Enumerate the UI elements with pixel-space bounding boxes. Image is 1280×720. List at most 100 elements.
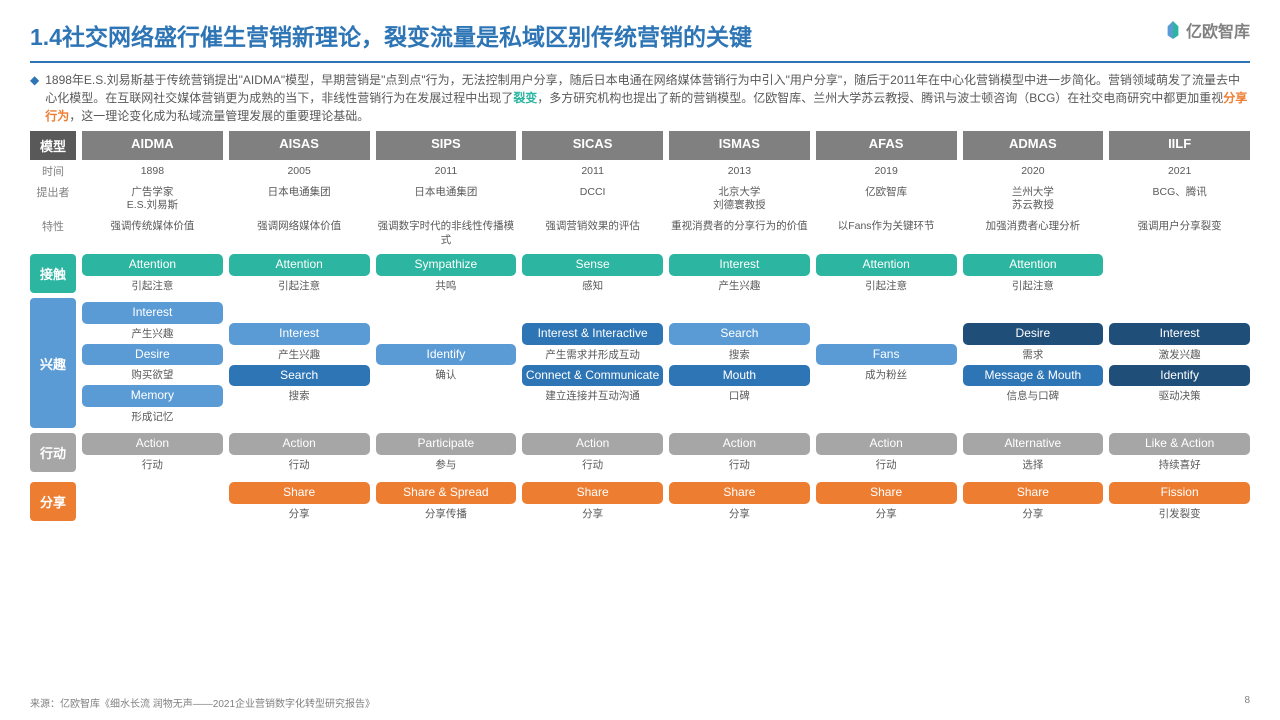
pill: Identify <box>376 344 517 366</box>
pill: Desire <box>963 323 1104 345</box>
stage-action: 行动 <box>30 433 76 472</box>
pill-cell: Participate参与 <box>376 433 517 472</box>
pill: Desire <box>82 344 223 366</box>
meta-cell: 2019 <box>816 163 957 181</box>
pill-sub: 行动 <box>289 457 310 472</box>
stage-contact: 接触 <box>30 254 76 293</box>
model-header: AFAS <box>816 131 957 160</box>
meta-label: 提出者 <box>30 184 76 215</box>
pill-sub: 行动 <box>876 457 897 472</box>
pill: Action <box>669 433 810 455</box>
pill-cell: Search搜索 <box>669 323 810 362</box>
meta-label: 特性 <box>30 218 76 249</box>
pill-cell: Memory形成记忆 <box>82 385 223 424</box>
meta-cell: 强调营销效果的评估 <box>522 218 663 249</box>
pill-sub: 产生兴趣 <box>278 347 320 362</box>
interest-column: Search搜索Mouth口碑 <box>669 323 810 404</box>
pill-cell: Fission引发裂变 <box>1109 482 1250 521</box>
meta-cell: 加强消费者心理分析 <box>963 218 1104 249</box>
pill-sub: 分享传播 <box>425 506 467 521</box>
pill: Share <box>816 482 957 504</box>
pill-sub: 产生需求并形成互动 <box>545 347 640 362</box>
meta-cell: 兰州大学 苏云教授 <box>963 184 1104 215</box>
pill-sub: 口碑 <box>729 388 750 403</box>
pill-cell: Desire购买欲望 <box>82 344 223 383</box>
pill-cell: Action 行动 <box>82 433 223 472</box>
pill-sub: 激发兴趣 <box>1159 347 1201 362</box>
pill-cell: Interest & Interactive产生需求并形成互动 <box>522 323 663 362</box>
pill-cell: Interest产生兴趣 <box>669 254 810 293</box>
meta-cell: 2005 <box>229 163 370 181</box>
pill: Like & Action <box>1109 433 1250 455</box>
pill: Fans <box>816 344 957 366</box>
pill-cell <box>82 482 223 521</box>
pill-sub: 分享 <box>729 506 750 521</box>
pill-sub: 信息与口碑 <box>1007 388 1060 403</box>
model-header: ADMAS <box>963 131 1104 160</box>
pill-cell: Desire需求 <box>963 323 1104 362</box>
pill: Search <box>669 323 810 345</box>
pill: Share & Spread <box>376 482 517 504</box>
pill-sub: 分享 <box>876 506 897 521</box>
pill-cell: Alternative选择 <box>963 433 1104 472</box>
pill-cell: Fans成为粉丝 <box>816 344 957 383</box>
meta-cell: 2011 <box>376 163 517 181</box>
meta-cell: 日本电通集团 <box>229 184 370 215</box>
interest-column: Interest & Interactive产生需求并形成互动Connect &… <box>522 323 663 404</box>
stage-share: 分享 <box>30 482 76 521</box>
pill-cell: Identify确认 <box>376 344 517 383</box>
pill-sub: 引起注意 <box>131 278 173 293</box>
pill-sub: 行动 <box>142 457 163 472</box>
model-header: SICAS <box>522 131 663 160</box>
pill: Action <box>522 433 663 455</box>
meta-cell: 强调用户分享裂变 <box>1109 218 1250 249</box>
pill: Interest <box>82 302 223 324</box>
meta-cell: 重视消费者的分享行为的价值 <box>669 218 810 249</box>
interest-column: Fans成为粉丝 <box>816 344 957 383</box>
pill-sub: 参与 <box>435 457 456 472</box>
model-header: AISAS <box>229 131 370 160</box>
pill: Attention <box>82 254 223 276</box>
model-header: AIDMA <box>82 131 223 160</box>
meta-cell: 北京大学 刘德寰教授 <box>669 184 810 215</box>
pill-cell: Sense感知 <box>522 254 663 293</box>
pill: Action <box>229 433 370 455</box>
pill-sub: 搜索 <box>289 388 310 403</box>
pill-cell: Mouth口碑 <box>669 365 810 404</box>
meta-cell: 广告学家 E.S.刘易斯 <box>82 184 223 215</box>
pill-sub: 分享 <box>582 506 603 521</box>
pill-sub: 产生兴趣 <box>718 278 760 293</box>
pill: Attention <box>229 254 370 276</box>
pill-sub: 成为粉丝 <box>865 367 907 382</box>
pill-cell: Share & Spread 分享传播 <box>376 482 517 521</box>
pill-cell: Search搜索 <box>229 365 370 404</box>
pill-sub: 感知 <box>582 278 603 293</box>
meta-cell: 1898 <box>82 163 223 181</box>
pill-cell: Attention引起注意 <box>229 254 370 293</box>
pill-sub: 购买欲望 <box>131 367 173 382</box>
meta-cell: 以Fans作为关键环节 <box>816 218 957 249</box>
logo-text: 亿欧智库 <box>1186 18 1250 42</box>
pill-cell: Share分享 <box>229 482 370 521</box>
pill-cell: Share 分享 <box>669 482 810 521</box>
pill: Search <box>229 365 370 387</box>
pill: Interest <box>1109 323 1250 345</box>
interest-column: Interest激发兴趣Identify驱动决策 <box>1109 323 1250 404</box>
page-number: 8 <box>1244 695 1250 710</box>
meta-cell: 强调网络媒体价值 <box>229 218 370 249</box>
meta-cell: 2020 <box>963 163 1104 181</box>
pill: Message & Mouth <box>963 365 1104 387</box>
pill: Attention <box>816 254 957 276</box>
pill-cell: Interest产生兴趣 <box>82 302 223 341</box>
pill-cell: Like & Action 持续喜好 <box>1109 433 1250 472</box>
pill: Share <box>229 482 370 504</box>
meta-cell: 亿欧智库 <box>816 184 957 215</box>
pill: Memory <box>82 385 223 407</box>
pill-sub: 引起注意 <box>1012 278 1054 293</box>
interest-column: Identify确认 <box>376 344 517 383</box>
pill: Share <box>669 482 810 504</box>
pill: Identify <box>1109 365 1250 387</box>
pill-sub: 持续喜好 <box>1159 457 1201 472</box>
pill: Action <box>82 433 223 455</box>
pill-cell: Action 行动 <box>229 433 370 472</box>
